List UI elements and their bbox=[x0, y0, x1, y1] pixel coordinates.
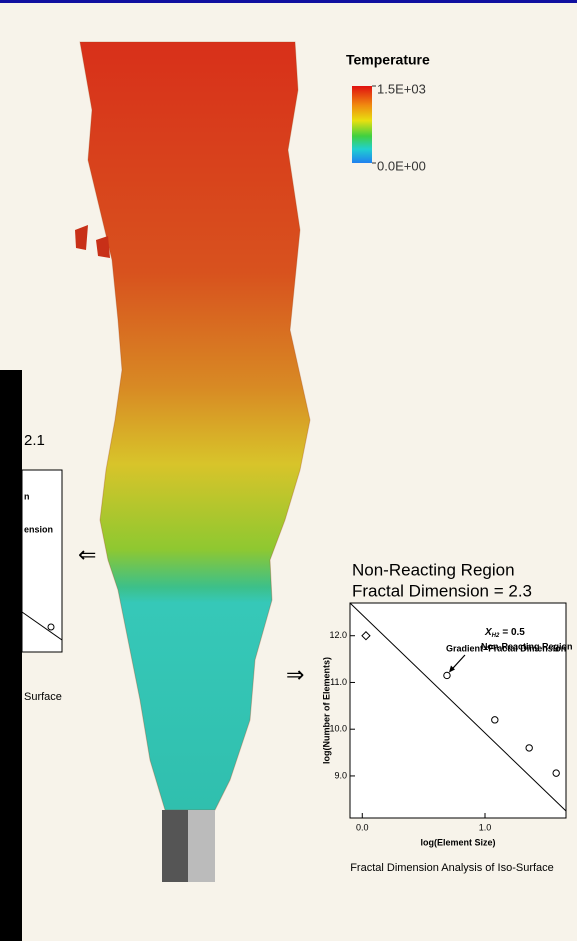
circle-point bbox=[552, 769, 560, 777]
plume-fragment bbox=[96, 236, 110, 258]
legend-variable: XH2 = 0.5 bbox=[484, 627, 525, 639]
legend-var: X bbox=[484, 627, 493, 638]
left-arrow: ⇐ bbox=[78, 542, 96, 567]
left-plot-frame bbox=[21, 469, 63, 653]
right-arrow: ⇒ bbox=[286, 662, 304, 687]
caption: Fractal Dimension Analysis of Iso-Surfac… bbox=[350, 862, 554, 874]
legend-text: = 0.5 bbox=[502, 627, 525, 638]
x-axis-label: log(Element Size) bbox=[420, 837, 495, 847]
chart-title: Non-Reacting Region bbox=[352, 560, 515, 579]
circle-point bbox=[491, 716, 499, 724]
colorbar-tick-label: 0.0E+00 bbox=[377, 158, 426, 173]
circle-point bbox=[443, 671, 451, 680]
circle-point bbox=[525, 744, 533, 752]
colorbar bbox=[352, 86, 372, 163]
y-tick-label: 12.0 bbox=[329, 630, 347, 640]
chart-subtitle: Fractal Dimension = 2.3 bbox=[352, 581, 532, 600]
left-legend-fragment: ension bbox=[24, 524, 53, 534]
y-tick-label: 11.0 bbox=[330, 677, 347, 687]
x-tick-label: 0.0 bbox=[356, 822, 369, 832]
x-tick-label: 1.0 bbox=[479, 822, 492, 832]
plume bbox=[79, 41, 311, 811]
left-plot-point bbox=[47, 623, 55, 631]
diamond-point bbox=[361, 631, 371, 641]
left-legend-fragment: n bbox=[24, 491, 30, 501]
left-title-fragment: 2.1 bbox=[24, 432, 45, 449]
y-axis-label: log(Number of Elements) bbox=[321, 657, 331, 764]
legend-region: Non-Reacting Region bbox=[481, 641, 573, 651]
left-caption-fragment: Surface bbox=[24, 691, 62, 703]
left-plot-line bbox=[21, 611, 63, 641]
plume-fragment bbox=[75, 225, 88, 250]
plot-frame bbox=[349, 602, 567, 819]
colorbar-tick-label: 1.5E+03 bbox=[377, 81, 426, 96]
annotation-arrowhead bbox=[448, 665, 455, 673]
y-tick-label: 9.0 bbox=[334, 770, 347, 780]
nozzle-dark bbox=[162, 810, 188, 882]
colorbar-title: Temperature bbox=[346, 52, 430, 68]
y-tick-label: 10.0 bbox=[329, 724, 347, 734]
nozzle-light bbox=[188, 810, 215, 882]
legend-subscript: H2 bbox=[492, 633, 500, 639]
top-border bbox=[0, 0, 577, 3]
annotation: Gradient=Fractal Dimension bbox=[446, 643, 566, 653]
left-panel-bg bbox=[0, 370, 22, 941]
fit-line bbox=[349, 602, 567, 812]
